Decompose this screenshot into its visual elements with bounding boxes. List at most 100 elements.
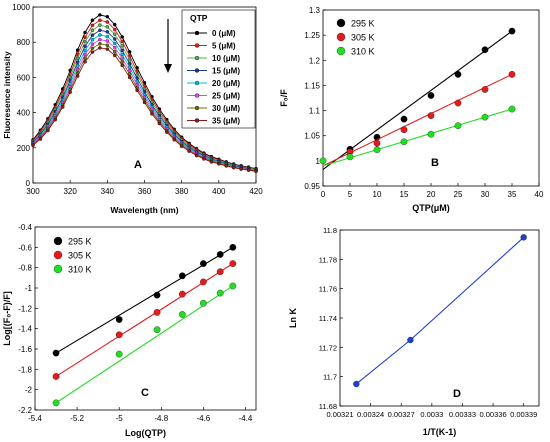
- y-axis-label: Ln K: [288, 308, 298, 328]
- data-point: [187, 149, 191, 153]
- x-tick-label: -5: [116, 414, 124, 423]
- data-point: [135, 88, 139, 92]
- x-tick-label: -4.8: [154, 414, 168, 423]
- x-tick-label: 0: [321, 190, 326, 199]
- data-point: [400, 115, 408, 123]
- x-tick-label: 20: [427, 190, 436, 199]
- y-axis-label: F₀/F: [279, 89, 289, 107]
- legend-label: 310 K: [68, 265, 92, 275]
- data-point: [83, 44, 87, 48]
- panel-d: 0.00321 0.00324 0.00327 0.0033 0.00333 0.0033…: [288, 226, 540, 437]
- data-point: [153, 309, 161, 316]
- data-point: [120, 52, 124, 57]
- data-point: [217, 162, 221, 166]
- data-point: [105, 14, 110, 19]
- data-point: [508, 105, 516, 113]
- y-tick-label: -1: [25, 284, 33, 293]
- data-point: [153, 326, 161, 334]
- data-point: [224, 164, 229, 168]
- data-point: [153, 291, 161, 299]
- y-tick-label: 11.8: [323, 226, 337, 235]
- data-point: [68, 90, 72, 94]
- x-tick-label: 0.00327: [388, 410, 415, 419]
- data-point: [38, 137, 43, 141]
- x-tick-label: 300: [26, 187, 40, 196]
- panel-a: 300 320 340 360 380 400 420 0 200 400 600 800 1000 Wa…: [2, 3, 263, 215]
- data-point: [200, 299, 207, 307]
- y-tick-label: 1.15: [304, 81, 320, 90]
- legend-label: 305 K: [68, 251, 92, 261]
- panel-label: C: [141, 387, 149, 399]
- panel-label: D: [453, 388, 461, 400]
- data-point: [407, 336, 414, 344]
- legend-label: 5 (μM): [212, 42, 236, 51]
- y-tick-label: -2.2: [18, 406, 32, 415]
- data-point: [172, 137, 176, 142]
- x-tick-label: 0.00336: [480, 410, 507, 419]
- y-tick-label: 1.3: [309, 6, 321, 15]
- x-tick-label: 340: [101, 187, 115, 196]
- legend-label: 25 (μM): [212, 92, 240, 101]
- data-point: [127, 61, 132, 66]
- data-point: [150, 112, 154, 116]
- y-tick-label: 11.68: [319, 402, 337, 411]
- data-point: [229, 243, 237, 251]
- fit-line: [322, 73, 513, 167]
- data-point: [373, 139, 381, 147]
- x-tick-label: 10: [373, 190, 382, 199]
- panel-b: 0 5 10 15 20 25 30 35 40 0.95 1 1.05 1.1 1.15 1.2 1.25 1…: [279, 6, 544, 213]
- data-point: [98, 13, 102, 17]
- data-point: [142, 100, 147, 105]
- legend: 295 K 305 K 310 K: [336, 19, 375, 57]
- legend-swatch-marker: [194, 80, 200, 86]
- data-point: [179, 144, 184, 148]
- data-point: [427, 92, 435, 99]
- data-point: [120, 63, 124, 68]
- x-tick-label: 30: [481, 190, 490, 199]
- legend-label: 35 (μM): [212, 117, 240, 126]
- x-tick-label: 25: [454, 190, 463, 199]
- y-tick-label: 0: [26, 179, 31, 188]
- data-point: [105, 39, 110, 43]
- data-point: [113, 41, 117, 46]
- data-point: [508, 71, 516, 78]
- x-tick-label: -4.4: [239, 414, 253, 423]
- legend-label: 305 K: [351, 33, 375, 43]
- data-point: [400, 138, 408, 146]
- data-point: [120, 60, 124, 64]
- data-point: [83, 39, 87, 44]
- data-point: [346, 153, 354, 161]
- y-tick-label: 11.74: [319, 314, 337, 323]
- data-point: [105, 25, 110, 29]
- data-point: [127, 58, 132, 62]
- data-point: [105, 34, 110, 39]
- legend-label: 15 (μM): [212, 67, 240, 76]
- legend-swatch-marker: [194, 118, 200, 123]
- legend-label: 20 (μM): [212, 79, 240, 88]
- data-point: [194, 153, 199, 158]
- data-point: [120, 44, 124, 48]
- data-point: [454, 71, 462, 78]
- data-point: [520, 234, 527, 241]
- legend-label: 10 (μM): [212, 54, 240, 63]
- y-tick-label: -1.6: [18, 345, 32, 354]
- x-tick-label: 0.0033: [420, 410, 443, 419]
- legend-swatch-marker: [336, 46, 346, 56]
- x-tick-label: -5.4: [28, 414, 42, 423]
- data-point: [90, 33, 95, 37]
- data-point: [46, 128, 50, 133]
- data-point: [481, 46, 489, 54]
- legend-label: 0 (μM): [212, 29, 236, 38]
- x-axis-label: QTP(μM): [412, 203, 450, 213]
- legend-swatch-marker: [194, 55, 200, 61]
- x-tick-label: 35: [508, 190, 517, 199]
- fit-line: [322, 108, 513, 167]
- data-point: [120, 39, 124, 44]
- x-tick-label: 400: [212, 187, 226, 196]
- data-point: [90, 37, 95, 42]
- x-tick-label: 0.00339: [510, 410, 537, 419]
- data-point: [165, 130, 169, 134]
- data-point: [202, 157, 206, 161]
- data-point: [113, 27, 117, 32]
- panel-c: -5.4 -5.2 -5 -4.8 -4.6 -4.4 -2.2 -2 -1.8 -1.6 -1.4…: [2, 223, 257, 438]
